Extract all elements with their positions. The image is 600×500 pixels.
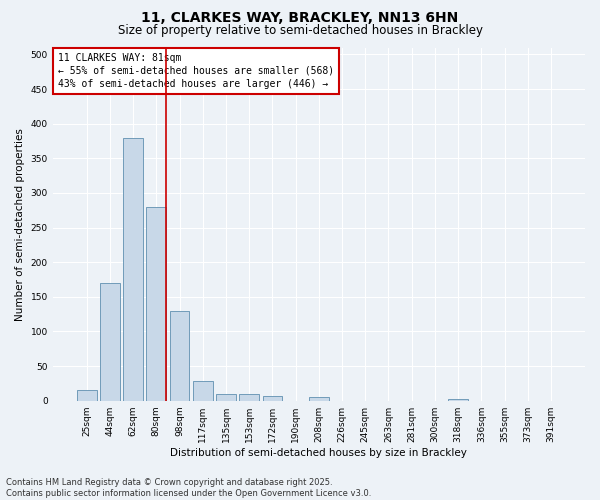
Bar bbox=[263, 396, 282, 400]
Text: 11 CLARKES WAY: 81sqm
← 55% of semi-detached houses are smaller (568)
43% of sem: 11 CLARKES WAY: 81sqm ← 55% of semi-deta… bbox=[58, 53, 334, 89]
Text: Contains HM Land Registry data © Crown copyright and database right 2025.
Contai: Contains HM Land Registry data © Crown c… bbox=[6, 478, 371, 498]
Bar bbox=[193, 382, 212, 400]
Text: 11, CLARKES WAY, BRACKLEY, NN13 6HN: 11, CLARKES WAY, BRACKLEY, NN13 6HN bbox=[142, 11, 458, 25]
Bar bbox=[146, 207, 166, 400]
Bar bbox=[100, 283, 120, 401]
Bar bbox=[216, 394, 236, 400]
Bar bbox=[309, 396, 329, 400]
Bar bbox=[170, 310, 190, 400]
Text: Size of property relative to semi-detached houses in Brackley: Size of property relative to semi-detach… bbox=[118, 24, 482, 37]
Y-axis label: Number of semi-detached properties: Number of semi-detached properties bbox=[15, 128, 25, 320]
Bar bbox=[123, 138, 143, 400]
X-axis label: Distribution of semi-detached houses by size in Brackley: Distribution of semi-detached houses by … bbox=[170, 448, 467, 458]
Bar bbox=[239, 394, 259, 400]
Bar bbox=[448, 398, 468, 400]
Bar bbox=[77, 390, 97, 400]
